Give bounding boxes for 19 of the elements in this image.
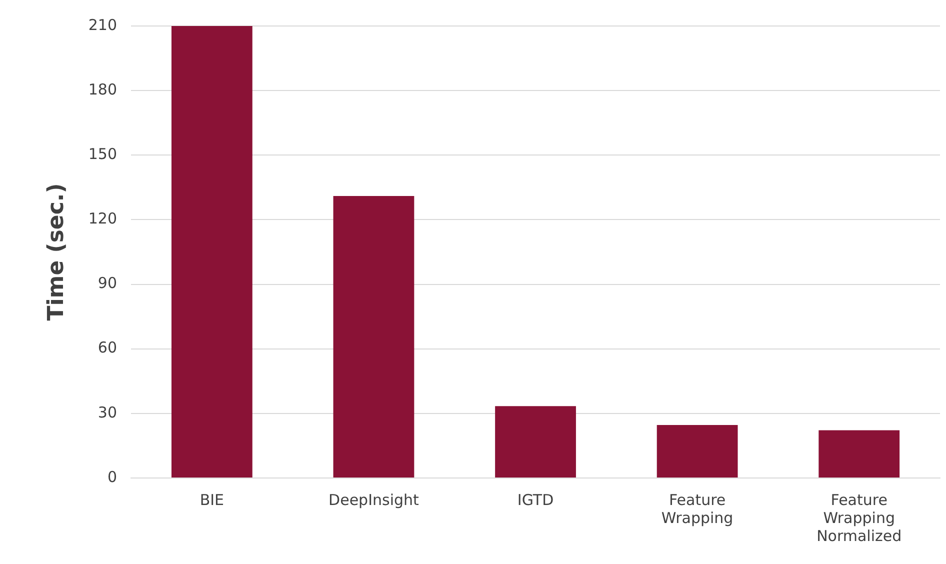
y-axis-title: Time (sec.): [44, 183, 69, 321]
x-tick-label: Feature Wrapping Normalized: [816, 490, 902, 545]
bar: [495, 406, 576, 478]
y-tick-label: 210: [88, 16, 118, 34]
y-tick-label: 180: [88, 80, 118, 98]
y-tick-label: 60: [98, 338, 118, 357]
y-tick-label: 150: [88, 145, 118, 164]
x-tick-label: IGTD: [517, 490, 554, 509]
x-tick-label: DeepInsight: [328, 490, 420, 509]
y-tick-label: 0: [107, 468, 118, 486]
bar: [818, 430, 900, 478]
x-tick-label: Feature Wrapping: [661, 490, 734, 527]
y-tick-label: 30: [98, 403, 118, 422]
bar: [656, 425, 738, 478]
bar: [171, 26, 252, 478]
x-tick-label: BIE: [200, 490, 224, 509]
y-tick-label: 90: [98, 274, 118, 292]
bar: [333, 196, 414, 478]
y-tick-label: 120: [88, 210, 118, 228]
